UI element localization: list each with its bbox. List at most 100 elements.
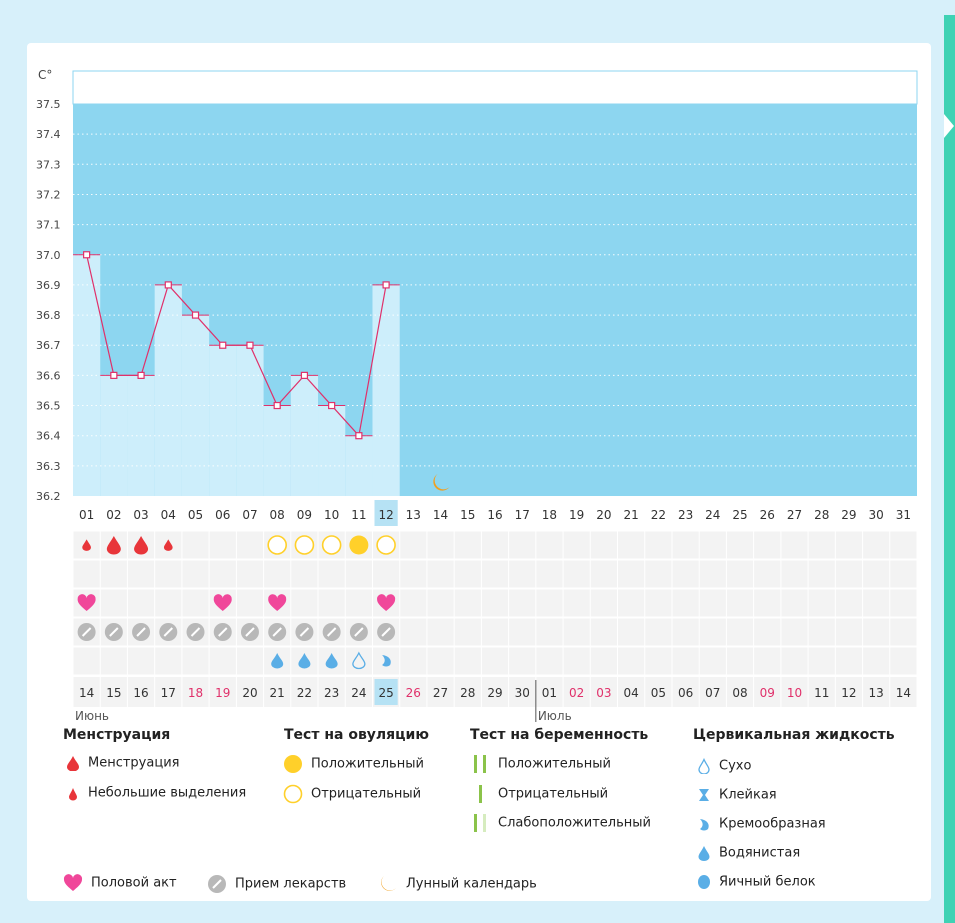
calendar-date-label: 18 [188, 686, 203, 700]
menstruation-drop [134, 536, 149, 555]
empty-circle-icon [283, 784, 303, 804]
grid-cell [808, 531, 835, 559]
egg-white-icon [698, 875, 710, 889]
heart-icon [77, 594, 96, 611]
temperature-point [191, 311, 200, 319]
pill-stripe [272, 627, 282, 637]
grid-cell [563, 531, 590, 559]
legend-title-ovulation: Тест на овуляцию [284, 727, 429, 743]
legend-title-menstruation: Менструация [63, 727, 171, 743]
grid-cell [100, 589, 127, 617]
grid-cell [509, 560, 536, 588]
right-notch [944, 114, 954, 138]
filled-circle-icon [284, 755, 302, 773]
pill-stripe [218, 627, 228, 637]
grid-cell [645, 589, 672, 617]
watery-drop-icon [698, 846, 710, 861]
grid-cell [590, 647, 618, 675]
calendar-date-label: 26 [406, 686, 421, 700]
grid-cell [236, 647, 264, 675]
grid-cell [236, 560, 264, 588]
grid-cell [699, 531, 726, 559]
cycle-day-label: 25 [732, 508, 747, 522]
legend-fluid-creamy-label: Кремообразная [719, 816, 826, 832]
sticky-icon [699, 789, 709, 801]
cycle-day-label: 15 [460, 508, 475, 522]
ovulation-negative [267, 535, 287, 555]
heart-icon [63, 874, 83, 891]
grid-cell [618, 531, 645, 559]
grid-cell [481, 647, 509, 675]
grid-cell [890, 589, 917, 617]
cycle-day-label: 27 [787, 508, 802, 522]
pill-icon [208, 875, 226, 893]
grid-cell [754, 560, 781, 588]
grid-cell [509, 531, 536, 559]
grid-cell [127, 560, 155, 588]
current-day-highlight [374, 500, 398, 526]
cycle-day-label: 01 [79, 508, 94, 522]
grid-cell [454, 647, 481, 675]
legend-menstruation: Менструация [66, 755, 179, 771]
ovulation-negative [376, 535, 396, 555]
right-accent-bar [944, 15, 955, 923]
cycle-day-label: 10 [324, 508, 339, 522]
date-cell [127, 677, 155, 707]
grid-cell [618, 560, 645, 588]
grid-cell [699, 618, 726, 646]
temperature-point [219, 341, 227, 349]
calendar-date-label: 14 [79, 686, 94, 700]
grid-cell [454, 531, 481, 559]
grid-cell [481, 618, 509, 646]
cycle-day-label: 28 [814, 508, 829, 522]
date-cell [509, 677, 536, 707]
date-cell [590, 677, 618, 707]
cycle-day-label: 03 [133, 508, 148, 522]
heart-icon [268, 594, 287, 611]
grid-cell [890, 647, 917, 675]
calendar-date-label: 04 [623, 686, 638, 700]
legend-preg-weak-label: Слабоположительный [498, 815, 651, 831]
legend-fluid-dry: Сухо [697, 758, 751, 774]
grid-cell [209, 531, 236, 559]
grid-cell [726, 618, 754, 646]
grid-cell [835, 618, 863, 646]
grid-cell [754, 618, 781, 646]
grid-cell [754, 531, 781, 559]
pill-stripe [299, 627, 310, 637]
legend-ovu-negative-label: Отрицательный [311, 786, 422, 802]
date-cell [481, 677, 509, 707]
temperature-bar [209, 345, 237, 496]
temperature-point [246, 341, 254, 349]
legend-preg-positive: Положительный [472, 755, 611, 773]
grid-cell [808, 589, 835, 617]
grid-cell [618, 647, 645, 675]
grid-cell [73, 560, 100, 588]
grid-cell [672, 560, 699, 588]
date-cell [645, 677, 672, 707]
date-cell [291, 677, 318, 707]
y-tick-label: 37.2 [36, 188, 61, 201]
heart-icon [213, 594, 232, 611]
temperature-point [382, 281, 390, 289]
grid-cell [563, 647, 590, 675]
temperature-bar [345, 435, 373, 496]
y-tick-label: 37.3 [36, 158, 61, 171]
grid-cell [781, 531, 808, 559]
cycle-day-label: 23 [678, 508, 693, 522]
temperature-bar [372, 284, 400, 496]
grid-cell [400, 618, 427, 646]
grid-cell [400, 531, 427, 559]
grid-cell [400, 589, 427, 617]
grid-cell [699, 589, 726, 617]
grid-cell [182, 647, 209, 675]
grid-cell [481, 560, 509, 588]
date-cell [454, 677, 481, 707]
pill-stripe [109, 627, 119, 637]
grid-cell [509, 647, 536, 675]
today-date-highlight [374, 679, 398, 705]
grid-cell [536, 618, 563, 646]
y-tick-label: 36.3 [36, 460, 61, 473]
grid-cell [73, 647, 100, 675]
